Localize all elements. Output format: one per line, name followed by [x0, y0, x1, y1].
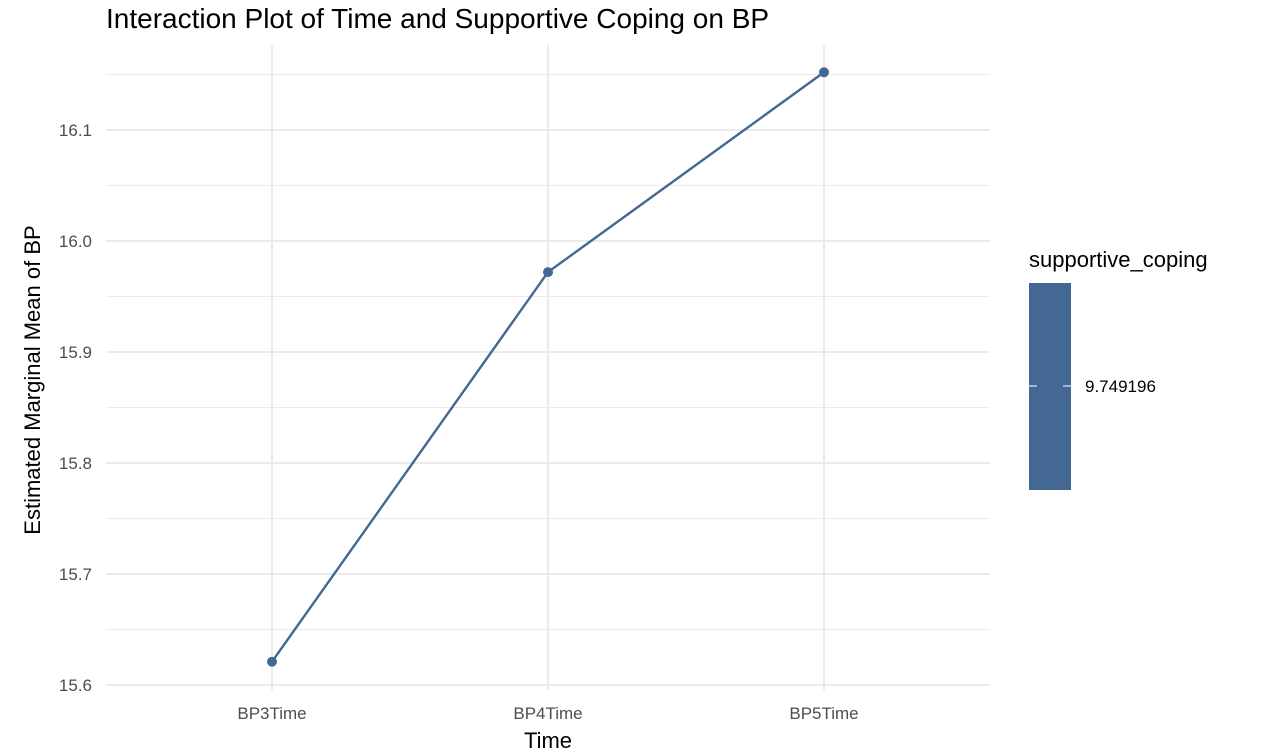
legend-title: supportive_coping [1029, 247, 1208, 272]
y-tick-label: 15.7 [59, 565, 92, 584]
x-tick-label: BP5Time [789, 704, 858, 723]
x-tick-label: BP3Time [237, 704, 306, 723]
y-tick-label: 15.9 [59, 343, 92, 362]
y-tick-label: 15.8 [59, 454, 92, 473]
major-gridlines [106, 45, 990, 690]
legend: supportive_coping 9.749196 [1029, 247, 1208, 490]
y-tick-label: 16.1 [59, 121, 92, 140]
y-axis-tick-labels: 15.6 15.7 15.8 15.9 16.0 16.1 [59, 121, 92, 695]
x-tick-label: BP4Time [513, 704, 582, 723]
y-tick-label: 15.6 [59, 676, 92, 695]
y-tick-label: 16.0 [59, 232, 92, 251]
x-axis-tick-labels: BP3Time BP4Time BP5Time [237, 704, 858, 723]
chart-title: Interaction Plot of Time and Supportive … [106, 3, 769, 34]
y-axis-title: Estimated Marginal Mean of BP [20, 225, 45, 534]
legend-label: 9.749196 [1085, 377, 1156, 396]
data-point [267, 656, 277, 667]
data-point [543, 267, 553, 278]
series-layer [267, 67, 829, 667]
data-point [819, 67, 829, 78]
x-axis-title: Time [524, 728, 572, 753]
